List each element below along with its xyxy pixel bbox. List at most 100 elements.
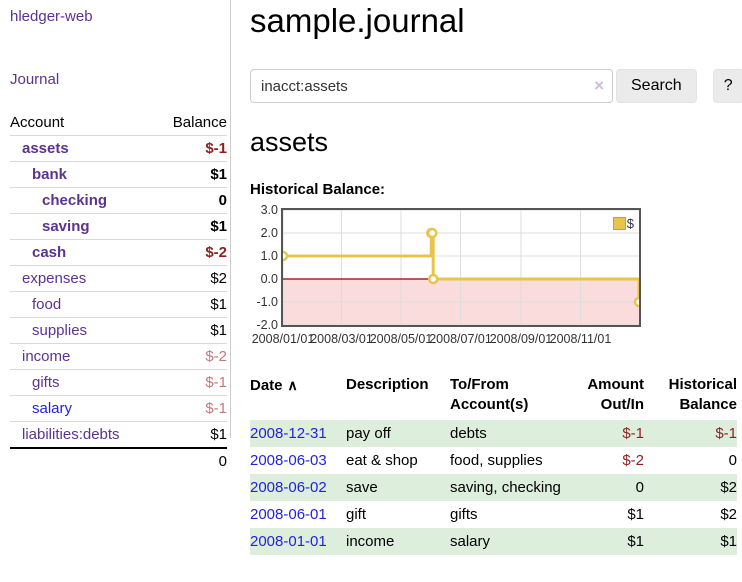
account-balance: $-2: [155, 239, 227, 266]
account-row: gifts $-1: [10, 369, 227, 396]
account-row: assets $-1: [10, 135, 227, 162]
account-balance: $-1: [155, 395, 227, 422]
y-axis-tick-label: 1.0: [260, 249, 278, 263]
account-balance: $-1: [155, 369, 227, 396]
y-axis-tick-label: -1.0: [256, 295, 278, 309]
account-row: expenses $2: [10, 265, 227, 292]
register-header-row: Date ∧ Description To/From Account(s) Amo…: [250, 372, 737, 420]
register-row: 2008-06-02 save saving, checking 0 $2: [250, 474, 737, 501]
sidebar-item-journal[interactable]: Journal: [10, 71, 60, 88]
x-axis-tick-label: 2008/03/01: [310, 332, 373, 346]
page-title: sample.journal: [250, 2, 465, 39]
accounts-table: Account Balance assets $-1 bank $1 checking 0…: [10, 112, 227, 474]
clear-search-icon[interactable]: ×: [594, 76, 604, 95]
y-axis-tick-label: -2.0: [256, 318, 278, 332]
date-header-label: Date: [250, 377, 283, 394]
transaction-balance: $-1: [644, 420, 737, 447]
account-link-income[interactable]: income: [22, 348, 71, 365]
transaction-balance: $1: [644, 528, 737, 555]
account-row: salary $-1: [10, 395, 227, 422]
transaction-amount: $1: [627, 506, 644, 523]
account-balance: $1: [155, 161, 227, 188]
register-column-date[interactable]: Date ∧: [250, 372, 346, 420]
account-balance: 0: [155, 187, 227, 214]
account-balance: $-1: [155, 135, 227, 162]
account-row: food $1: [10, 291, 227, 318]
search-button[interactable]: Search: [616, 69, 697, 103]
account-link-checking[interactable]: checking: [42, 192, 108, 209]
accounts-column-balance: Balance: [172, 114, 227, 131]
account-link-gifts[interactable]: gifts: [32, 374, 60, 391]
account-link-supplies[interactable]: supplies: [32, 322, 88, 339]
accounts-column-account: Account: [10, 114, 65, 131]
register-row: 2008-12-31 pay off debts $-1 $-1: [250, 420, 737, 447]
register-column-description: Description: [346, 376, 429, 393]
account-balance: $-2: [155, 343, 227, 370]
account-row: bank $1: [10, 161, 227, 188]
accounts-total-value: 0: [155, 447, 227, 474]
search-input[interactable]: [250, 69, 613, 103]
accounts-total-row: 0: [10, 447, 227, 474]
y-axis-tick-label: 2.0: [260, 226, 278, 240]
transaction-amount: $-2: [622, 452, 644, 469]
register-column-balance: Historical Balance: [668, 376, 737, 413]
transaction-date-link[interactable]: 2008-01-01: [250, 533, 327, 550]
register-row: 2008-06-01 gift gifts $1 $2: [250, 501, 737, 528]
transaction-description: income: [346, 528, 450, 555]
sidebar: hledger-web Journal Account Balance asse…: [0, 0, 231, 474]
transaction-date-link[interactable]: 2008-06-01: [250, 506, 327, 523]
x-axis-tick-label: 2008/01/01: [251, 332, 315, 346]
transaction-date-link[interactable]: 2008-06-02: [250, 479, 327, 496]
account-link-cash[interactable]: cash: [32, 244, 67, 261]
account-link-salary[interactable]: salary: [32, 400, 73, 417]
transaction-description: save: [346, 474, 450, 501]
sort-ascending-icon: ∧: [287, 377, 298, 393]
account-row: cash $-2: [10, 239, 227, 266]
transaction-accounts: salary: [450, 528, 562, 555]
transaction-description: eat & shop: [346, 452, 418, 469]
app-title-link[interactable]: hledger-web: [10, 8, 93, 25]
account-link-food[interactable]: food: [32, 296, 62, 313]
x-axis-tick-label: 2008/05/01: [369, 332, 433, 346]
search-input-wrap: ×: [250, 69, 613, 103]
account-link-expenses[interactable]: expenses: [22, 270, 87, 287]
account-link-bank[interactable]: bank: [32, 166, 68, 183]
account-link-saving[interactable]: saving: [42, 218, 90, 235]
transaction-accounts: food, supplies: [450, 452, 543, 469]
account-link-liabilities-debts[interactable]: liabilities:debts: [22, 426, 120, 443]
search-bar: × Search ?: [250, 69, 742, 103]
transaction-date-link[interactable]: 2008-06-03: [250, 452, 327, 469]
register-table: Date ∧ Description To/From Account(s) Amo…: [250, 372, 737, 555]
account-balance: $1: [155, 317, 227, 344]
account-balance: $1: [155, 213, 227, 240]
chart-plot-area: $: [281, 208, 641, 327]
transaction-balance: $2: [644, 474, 737, 501]
account-link-assets[interactable]: assets: [22, 140, 69, 157]
legend-swatch-icon: [612, 217, 626, 230]
transaction-description: gift: [346, 506, 367, 523]
register-row: 2008-06-03 eat & shop food, supplies $-2 0: [250, 447, 737, 474]
account-row: saving $1: [10, 213, 227, 240]
x-axis-tick-label: 2008/11/01: [549, 332, 612, 346]
y-axis-tick-label: 0.0: [260, 272, 278, 286]
x-axis-tick-label: 2008/09/01: [489, 332, 553, 346]
account-row: supplies $1: [10, 317, 227, 344]
transaction-balance: 0: [728, 452, 737, 469]
y-axis-tick-label: 3.0: [260, 203, 278, 217]
x-axis-tick-label: 2008/07/01: [429, 332, 492, 346]
transaction-amount: $-1: [562, 420, 644, 447]
historical-balance-chart: $3.0 2.0 1.0 0.0 -1.0 -2.0 2008/01/01 2008/03/0…: [250, 203, 742, 348]
help-button[interactable]: ?: [712, 69, 742, 103]
account-balance: $2: [155, 265, 227, 292]
transaction-accounts: debts: [450, 420, 562, 447]
account-row: checking 0: [10, 187, 227, 214]
transaction-date-link[interactable]: 2008-12-31: [250, 425, 327, 442]
accounts-header-row: Account Balance: [10, 112, 227, 136]
transaction-accounts: gifts: [450, 506, 478, 523]
account-row: liabilities:debts $1: [10, 421, 227, 448]
transaction-amount: 0: [562, 474, 644, 501]
transaction-description: pay off: [346, 420, 450, 447]
account-balance: $1: [155, 291, 227, 318]
register-column-accounts: To/From Account(s): [450, 376, 529, 413]
chart-legend: $: [612, 216, 634, 231]
